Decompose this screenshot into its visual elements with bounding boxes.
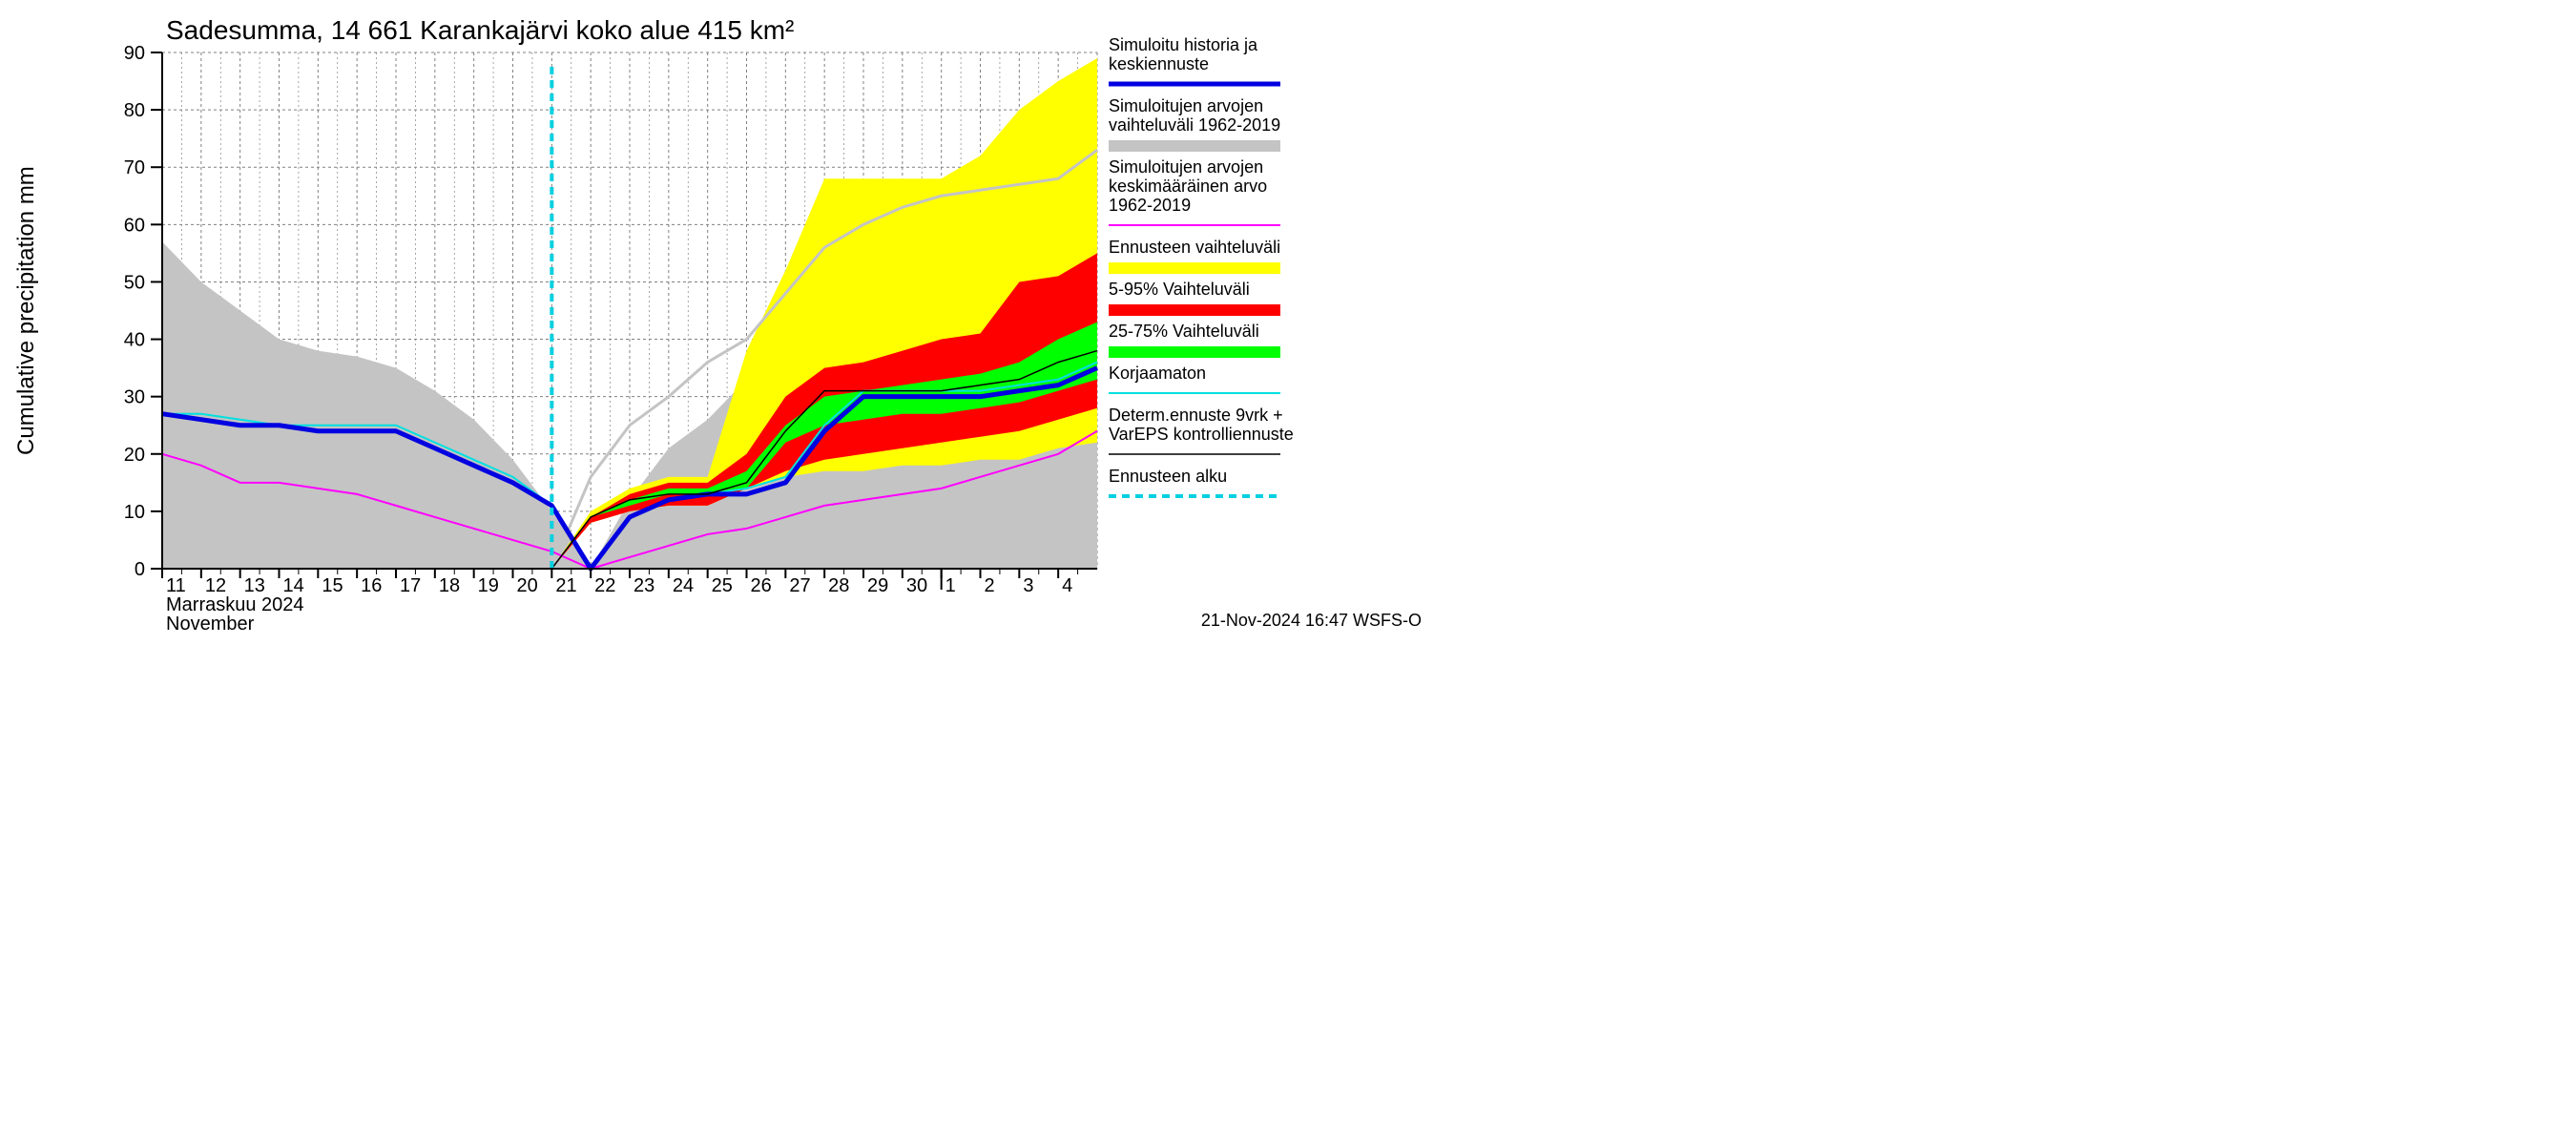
- legend-label: Simuloitujen arvojen: [1109, 96, 1263, 115]
- x-tick-label: 22: [594, 575, 615, 596]
- x-tick-label: 29: [867, 575, 888, 596]
- y-tick-label: 70: [124, 157, 145, 178]
- y-axis-label: Cumulative precipitation mm: [13, 166, 39, 455]
- precipitation-chart: 0102030405060708090111213141516171819202…: [0, 0, 1431, 635]
- legend-label: vaihteluväli 1962-2019: [1109, 115, 1280, 135]
- legend-label: Determ.ennuste 9vrk +: [1109, 406, 1283, 425]
- x-tick-label: 21: [555, 575, 576, 596]
- legend-swatch: [1109, 140, 1280, 152]
- x-tick-label: 18: [439, 575, 460, 596]
- x-tick-label: 11: [166, 575, 186, 596]
- legend-label: 1962-2019: [1109, 196, 1191, 215]
- x-tick-label: 24: [673, 575, 694, 596]
- legend-label: keskimääräinen arvo: [1109, 177, 1267, 196]
- y-tick-label: 60: [124, 215, 145, 236]
- y-tick-label: 50: [124, 272, 145, 293]
- x-tick-label: 16: [361, 575, 382, 596]
- x-tick-label: 27: [789, 575, 810, 596]
- x-tick-label: 4: [1062, 575, 1072, 596]
- x-tick-label: 17: [400, 575, 421, 596]
- chart-container: 0102030405060708090111213141516171819202…: [0, 0, 1431, 635]
- y-tick-label: 10: [124, 502, 145, 523]
- footer-timestamp: 21-Nov-2024 16:47 WSFS-O: [1201, 611, 1422, 630]
- legend-label: VarEPS kontrolliennuste: [1109, 425, 1294, 444]
- x-tick-label: 12: [205, 575, 226, 596]
- legend-label: 5-95% Vaihteluväli: [1109, 280, 1250, 299]
- x-tick-label: 2: [985, 575, 995, 596]
- x-axis-month-label: Marraskuu 2024: [166, 594, 304, 615]
- x-tick-label: 1: [945, 575, 956, 596]
- x-tick-label: 19: [478, 575, 499, 596]
- legend-label: Korjaamaton: [1109, 364, 1206, 383]
- x-tick-label: 3: [1023, 575, 1033, 596]
- chart-title: Sadesumma, 14 661 Karankajärvi koko alue…: [166, 15, 794, 45]
- x-axis-month-label-en: November: [166, 614, 255, 635]
- x-tick-label: 15: [322, 575, 343, 596]
- y-tick-label: 0: [135, 559, 145, 580]
- x-tick-label: 13: [244, 575, 265, 596]
- y-tick-label: 20: [124, 445, 145, 466]
- legend-label: Simuloitu historia ja: [1109, 35, 1258, 54]
- legend-label: 25-75% Vaihteluväli: [1109, 322, 1259, 341]
- x-tick-label: 23: [634, 575, 654, 596]
- legend-label: keskiennuste: [1109, 54, 1209, 73]
- y-tick-label: 30: [124, 387, 145, 408]
- legend-swatch: [1109, 304, 1280, 316]
- x-tick-label: 20: [517, 575, 538, 596]
- legend-swatch: [1109, 262, 1280, 274]
- x-tick-label: 28: [828, 575, 849, 596]
- x-tick-label: 25: [712, 575, 733, 596]
- legend-label: Ennusteen alku: [1109, 467, 1227, 486]
- x-tick-label: 30: [906, 575, 927, 596]
- legend-swatch: [1109, 346, 1280, 358]
- y-tick-label: 80: [124, 100, 145, 121]
- x-tick-label: 26: [751, 575, 772, 596]
- y-tick-label: 90: [124, 43, 145, 64]
- legend-label: Simuloitujen arvojen: [1109, 157, 1263, 177]
- legend-label: Ennusteen vaihteluväli: [1109, 238, 1280, 257]
- x-tick-label: 14: [283, 575, 304, 596]
- y-tick-label: 40: [124, 330, 145, 351]
